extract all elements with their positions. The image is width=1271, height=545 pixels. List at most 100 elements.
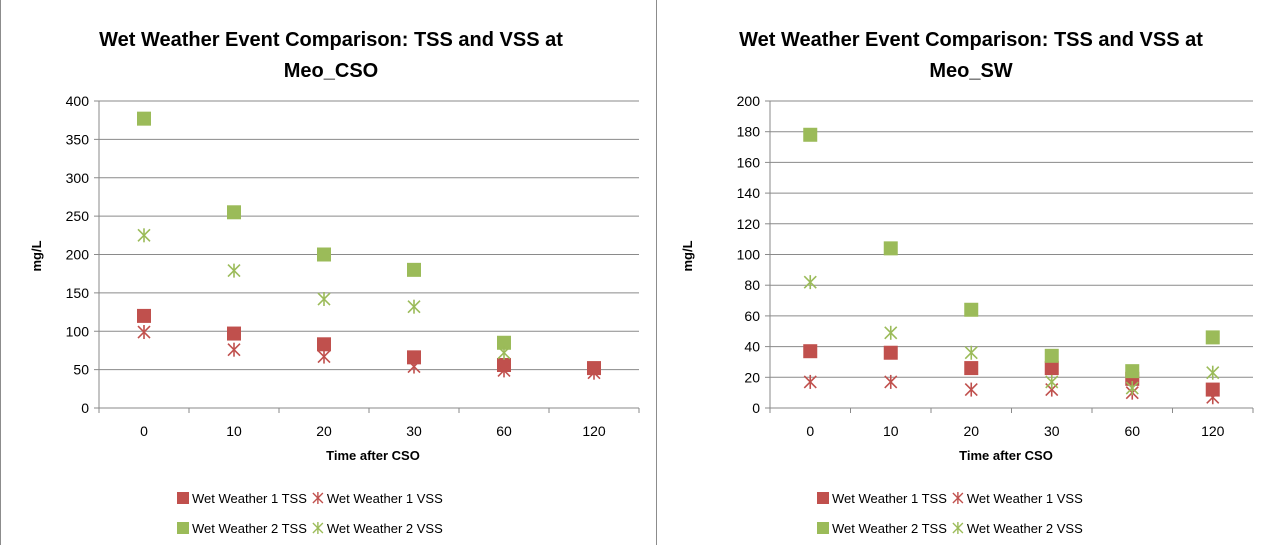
legend-marker-star — [952, 492, 964, 504]
x-tick-label: 120 — [582, 423, 606, 439]
data-point-wet-weather-2-vss — [497, 345, 511, 360]
data-point-wet-weather-2-vss — [884, 325, 898, 340]
chart-title-line2: Meo_SW — [929, 60, 1012, 82]
y-axis-title: mg/L — [29, 240, 44, 271]
data-point-wet-weather-2-tss — [883, 241, 898, 256]
data-point-wet-weather-2-vss — [1045, 374, 1059, 389]
legend-marker-square — [177, 522, 189, 534]
data-point-wet-weather-1-vss — [803, 374, 817, 389]
x-tick-label: 10 — [883, 423, 899, 439]
legend: Wet Weather 1 TSS Wet Weather 1 VSS Wet We… — [177, 491, 443, 536]
x-tick-label: 10 — [226, 423, 242, 439]
x-axis-title: Time after CSO — [326, 448, 420, 463]
data-point-wet-weather-2-tss — [1044, 348, 1059, 363]
data-point-wet-weather-1-vss — [227, 342, 241, 357]
y-axis-title: mg/L — [680, 240, 695, 271]
legend-label: Wet Weather 2 VSS — [967, 521, 1083, 536]
y-tick-label: 250 — [66, 208, 90, 224]
data-point-wet-weather-1-tss — [137, 308, 151, 323]
x-tick-label: 20 — [963, 423, 979, 439]
legend-label: Wet Weather 1 TSS — [192, 491, 307, 506]
data-point-wet-weather-2-tss — [497, 335, 511, 350]
legend-item: Wet Weather 1 TSS — [817, 491, 947, 506]
data-point-wet-weather-1-tss — [407, 350, 421, 365]
legend-label: Wet Weather 2 TSS — [832, 521, 947, 536]
legend-label: Wet Weather 1 TSS — [832, 491, 947, 506]
y-tick-label: 60 — [744, 308, 760, 324]
data-point-wet-weather-1-vss — [587, 365, 601, 380]
legend-item: Wet Weather 1 TSS — [177, 491, 307, 506]
legend: Wet Weather 1 TSS Wet Weather 1 VSS Wet We… — [817, 491, 1083, 536]
x-tick-label: 30 — [1044, 423, 1060, 439]
data-point-wet-weather-1-vss — [137, 325, 151, 340]
data-point-wet-weather-2-vss — [407, 299, 421, 314]
y-tick-label: 140 — [737, 185, 761, 201]
data-point-wet-weather-1-tss — [1044, 361, 1059, 376]
chart-panel-meo-cso: Wet Weather Event Comparison: TSS and VS… — [0, 0, 657, 545]
y-tick-label: 40 — [744, 339, 760, 355]
y-tick-label: 200 — [66, 247, 90, 263]
legend-item: Wet Weather 2 TSS — [177, 521, 307, 536]
y-tick-label: 180 — [737, 124, 761, 140]
x-tick-label: 120 — [1201, 423, 1225, 439]
data-point-wet-weather-1-vss — [884, 374, 898, 389]
x-tick-label: 0 — [140, 423, 148, 439]
data-point-wet-weather-2-tss — [227, 205, 241, 220]
y-tick-label: 160 — [737, 154, 761, 170]
legend-label: Wet Weather 1 VSS — [967, 491, 1083, 506]
legend-label: Wet Weather 2 VSS — [327, 521, 443, 536]
data-point-wet-weather-1-vss — [964, 382, 978, 397]
chart-title-line1: Wet Weather Event Comparison: TSS and VS… — [99, 29, 563, 51]
data-point-wet-weather-2-tss — [1205, 330, 1220, 345]
chart-title-line1: Wet Weather Event Comparison: TSS and VS… — [739, 29, 1203, 51]
data-point-wet-weather-2-vss — [803, 275, 817, 290]
x-tick-label: 60 — [496, 423, 512, 439]
data-point-wet-weather-2-tss — [1125, 364, 1140, 379]
y-tick-label: 120 — [737, 216, 761, 232]
legend-marker-star — [312, 522, 324, 534]
x-tick-label: 20 — [316, 423, 332, 439]
legend-marker-square — [817, 522, 829, 534]
x-axis-title: Time after CSO — [959, 448, 1053, 463]
y-tick-label: 50 — [73, 362, 89, 378]
legend-item: Wet Weather 1 VSS — [312, 491, 443, 506]
data-point-wet-weather-2-vss — [1206, 365, 1220, 380]
legend-item: Wet Weather 2 VSS — [952, 521, 1083, 536]
data-point-wet-weather-1-vss — [1206, 390, 1220, 405]
y-tick-label: 0 — [81, 400, 89, 416]
data-point-wet-weather-2-vss — [964, 345, 978, 360]
data-point-wet-weather-1-vss — [497, 363, 511, 378]
chart-meo-cso: Wet Weather Event Comparison: TSS and VS… — [29, 29, 640, 536]
legend-label: Wet Weather 1 VSS — [327, 491, 443, 506]
data-point-wet-weather-2-tss — [407, 262, 421, 277]
y-tick-label: 300 — [66, 170, 90, 186]
x-tick-label: 0 — [806, 423, 814, 439]
legend-item: Wet Weather 2 TSS — [817, 521, 947, 536]
legend-marker-square — [177, 492, 189, 504]
legend-label: Wet Weather 2 TSS — [192, 521, 307, 536]
y-tick-label: 20 — [744, 369, 760, 385]
y-tick-label: 100 — [66, 323, 90, 339]
data-point-wet-weather-2-tss — [317, 247, 331, 262]
y-tick-label: 200 — [737, 93, 761, 109]
y-tick-label: 400 — [66, 93, 90, 109]
data-point-wet-weather-1-tss — [883, 345, 898, 360]
chart-title-line2: Meo_CSO — [284, 60, 378, 82]
y-tick-label: 350 — [66, 131, 90, 147]
x-tick-label: 60 — [1124, 423, 1140, 439]
legend-item: Wet Weather 2 VSS — [312, 521, 443, 536]
y-tick-label: 80 — [744, 277, 760, 293]
legend-marker-star — [952, 522, 964, 534]
y-tick-label: 150 — [66, 285, 90, 301]
data-point-wet-weather-2-tss — [137, 111, 151, 126]
data-point-wet-weather-1-tss — [317, 337, 331, 352]
chart-panel-meo-sw: Wet Weather Event Comparison: TSS and VS… — [658, 0, 1271, 545]
y-tick-label: 100 — [737, 247, 761, 263]
data-point-wet-weather-1-vss — [317, 349, 331, 364]
data-point-wet-weather-1-tss — [803, 344, 818, 359]
data-point-wet-weather-1-vss — [407, 359, 421, 374]
legend-marker-star — [312, 492, 324, 504]
chart-meo-sw: Wet Weather Event Comparison: TSS and VS… — [680, 29, 1254, 536]
legend-marker-square — [817, 492, 829, 504]
